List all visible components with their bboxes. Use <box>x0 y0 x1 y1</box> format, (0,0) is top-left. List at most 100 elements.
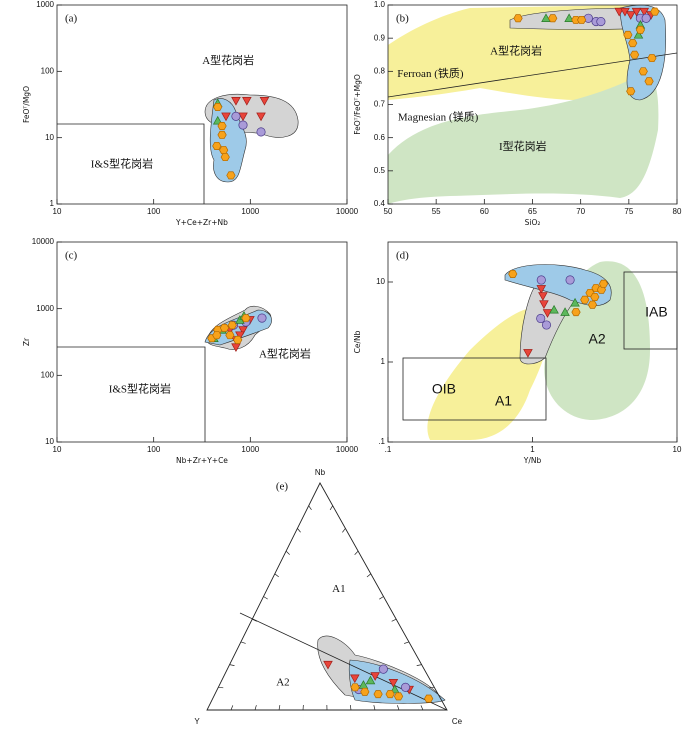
y-tick-label: 1 <box>50 199 55 208</box>
point <box>233 335 243 344</box>
point <box>370 672 380 681</box>
point <box>580 295 590 304</box>
point <box>630 50 640 59</box>
edge-tick <box>366 573 372 578</box>
point <box>217 121 227 130</box>
y-axis-label: Ce/Nb <box>353 330 362 353</box>
plot-frame <box>56 241 348 443</box>
edge-tick <box>285 550 290 555</box>
point <box>256 112 266 122</box>
point <box>227 321 237 330</box>
field-label: A1 <box>495 392 512 408</box>
point <box>259 97 270 106</box>
plot-frame <box>56 4 348 205</box>
point <box>213 103 223 111</box>
edge-tick <box>397 705 400 711</box>
field-box <box>402 357 547 421</box>
point <box>614 7 624 17</box>
y-axis-label: FeOᵀ/FeOᵀ+MgO <box>353 74 362 135</box>
x-tick-label: .1 <box>385 445 392 454</box>
point <box>538 292 548 301</box>
x-tick-label: 1000 <box>241 445 259 454</box>
field-blue <box>504 264 612 307</box>
point <box>644 77 654 86</box>
point <box>323 660 333 670</box>
field-label: I型花岗岩 <box>499 139 547 153</box>
field-label: A型花岗岩 <box>490 44 542 58</box>
x-tick-label: 75 <box>624 207 633 216</box>
edge-tick <box>263 596 268 600</box>
edge-tick <box>420 705 424 711</box>
y-tick-label: 10 <box>45 133 54 142</box>
x-tick-label: 10 <box>673 445 682 454</box>
point <box>560 307 570 316</box>
edge-tick <box>230 705 234 711</box>
y-tick-label: .1 <box>378 437 385 446</box>
x-tick-label: 1 <box>530 445 535 454</box>
panel-label: (c) <box>65 250 78 262</box>
point <box>639 7 650 17</box>
x-axis-label: Nb+Zr+Y+Ce <box>176 456 228 465</box>
x-axis-label: Y+Ce+Zr+Nb <box>175 218 228 227</box>
point <box>221 112 231 122</box>
point <box>541 320 552 330</box>
panel-label: (e) <box>276 481 289 493</box>
point <box>641 13 651 23</box>
x-tick-label: 10 <box>53 445 62 454</box>
edge-tick <box>373 705 376 711</box>
x-tick-label: 50 <box>384 207 393 216</box>
edge-tick <box>329 505 333 511</box>
y-tick-label: 10 <box>45 437 54 446</box>
point <box>385 690 395 699</box>
point <box>549 304 559 314</box>
edge-tick <box>297 528 301 533</box>
y-tick-label: 0.9 <box>374 33 386 42</box>
edge-tick <box>391 618 397 622</box>
x-tick-label: 10000 <box>336 445 359 454</box>
point <box>626 87 636 96</box>
y-tick-label: 1.0 <box>374 0 386 9</box>
point <box>625 11 636 20</box>
y-tick-label: 1 <box>381 357 386 366</box>
edge-tick <box>349 704 352 711</box>
point <box>536 285 547 294</box>
x-tick-label: 10000 <box>336 207 359 216</box>
field-label: Magnesian (镁质) <box>398 109 479 123</box>
vertex-label: Ce <box>452 717 463 726</box>
edge-tick <box>240 641 246 644</box>
edge-tick <box>252 618 257 622</box>
point <box>257 313 267 323</box>
y-axis-label: Zr <box>22 337 31 346</box>
edge-tick <box>274 573 279 578</box>
edge-tick <box>342 528 346 533</box>
point <box>541 13 551 22</box>
x-tick-label: 60 <box>480 207 489 216</box>
x-tick-label: 1000 <box>241 207 259 216</box>
y-tick-label: 1000 <box>36 304 54 313</box>
panel-label: (d) <box>396 250 409 262</box>
point <box>388 679 399 688</box>
point <box>225 331 235 340</box>
field-label: I&S型花岗岩 <box>91 156 153 170</box>
point <box>564 13 574 22</box>
y-tick-label: 0.8 <box>374 66 386 75</box>
x-tick-label: 80 <box>673 207 682 216</box>
point <box>238 120 248 130</box>
point <box>539 300 549 309</box>
point <box>623 30 633 39</box>
x-tick-label: 10 <box>53 207 62 216</box>
edge-tick <box>379 596 384 600</box>
point <box>590 292 600 301</box>
edge-tick <box>229 664 235 666</box>
point <box>393 692 404 701</box>
point <box>212 141 222 150</box>
field-label: I&S型花岗岩 <box>109 382 171 396</box>
fields <box>204 4 678 704</box>
point <box>360 687 370 696</box>
y-tick-label: 10000 <box>32 237 55 246</box>
point <box>548 14 558 23</box>
point <box>571 15 581 24</box>
point <box>219 146 229 155</box>
y-tick-label: 0.5 <box>374 166 386 175</box>
field-yellow <box>427 307 550 440</box>
